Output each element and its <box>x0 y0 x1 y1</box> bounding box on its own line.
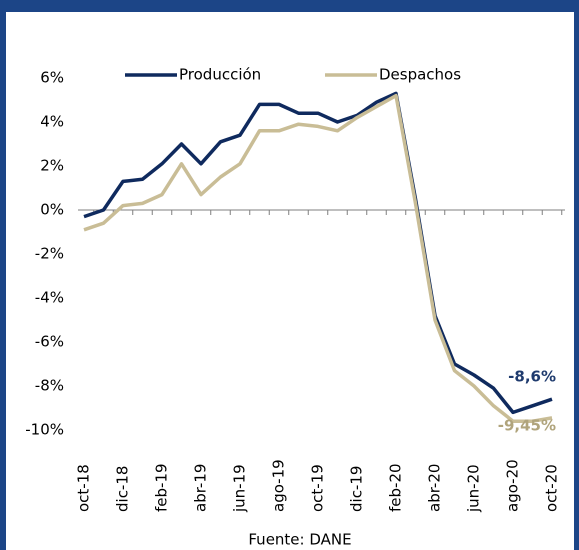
legend-label: Producción <box>179 66 261 84</box>
y-tick-label: 0% <box>40 201 64 219</box>
x-tick-label: ago-20 <box>504 459 522 512</box>
x-tick-label: oct-20 <box>543 464 561 512</box>
data-label: -8,6% <box>508 368 556 386</box>
x-tick-label: abr-19 <box>192 464 210 512</box>
legend-label: Despachos <box>379 66 461 84</box>
y-tick-label: -10% <box>25 421 64 439</box>
x-tick-label: jun-19 <box>231 464 249 513</box>
data-label: -9,45% <box>498 416 556 434</box>
y-tick-label: -6% <box>35 333 64 351</box>
y-tick-label: -4% <box>35 289 64 307</box>
x-tick-label: dic-18 <box>114 466 132 512</box>
y-tick-label: 4% <box>40 113 64 131</box>
x-tick-label: jun-20 <box>465 464 483 513</box>
x-tick-label: feb-20 <box>387 463 405 512</box>
series-line <box>83 91 553 415</box>
series-line <box>83 93 553 423</box>
y-tick-label: 6% <box>40 69 64 87</box>
x-tick-label: ago-19 <box>270 459 288 512</box>
x-tick-label: abr-20 <box>426 464 444 512</box>
source: Fuente: DANE <box>248 531 351 549</box>
y-tick-label: -2% <box>35 245 64 263</box>
y-tick-label: 2% <box>40 157 64 175</box>
x-tick-label: feb-19 <box>153 463 171 512</box>
y-tick-label: -8% <box>35 377 64 395</box>
x-tick-label: dic-19 <box>348 466 366 512</box>
x-tick-label: oct-19 <box>309 464 327 512</box>
x-tick-label: oct-18 <box>75 464 93 512</box>
